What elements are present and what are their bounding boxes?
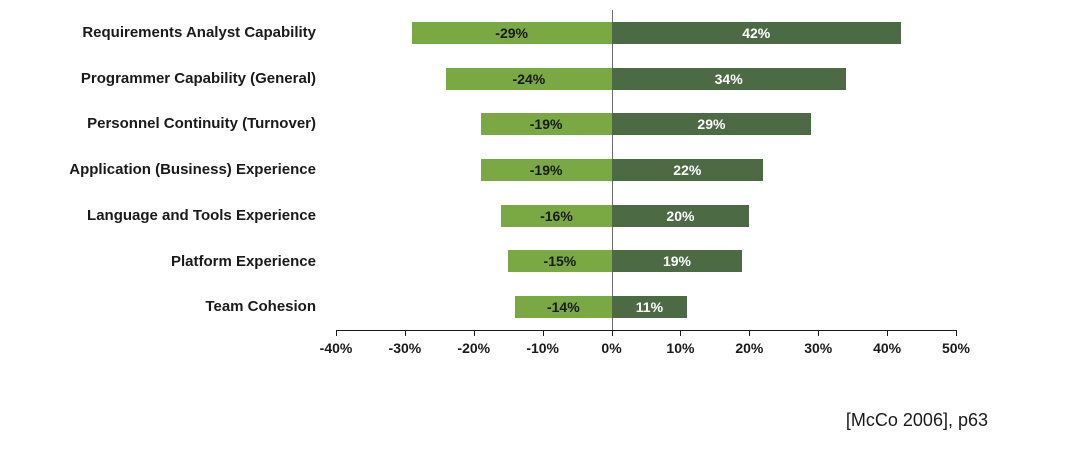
positive-bar: 11% (611, 296, 688, 319)
x-axis-tick-label: -40% (319, 340, 353, 356)
category-label: Application (Business) Experience (69, 161, 316, 179)
x-axis-tick (336, 330, 337, 336)
category-label: Requirements Analyst Capability (82, 24, 316, 41)
x-axis-tick (680, 330, 682, 336)
citation: [McCo 2006], p63 (845, 410, 988, 430)
positive-bar: 19% (611, 250, 743, 273)
x-axis-tick-label: 50% (941, 340, 971, 356)
negative-bar: -24% (446, 67, 612, 90)
category-label: Personnel Continuity (Turnover) (87, 115, 316, 133)
positive-bar: 42% (611, 21, 901, 44)
negative-bar: -19% (480, 159, 612, 181)
negative-bar: -15% (508, 250, 612, 273)
negative-bar: -29% (411, 21, 612, 44)
x-axis-tick-label: 10% (666, 340, 695, 356)
category-label: Programmer Capability (General) (80, 69, 316, 87)
x-axis-tick (611, 330, 613, 336)
x-axis-tick-label: 20% (735, 340, 764, 356)
category-label: Platform Experience (170, 252, 316, 270)
x-axis-tick-label: -10% (526, 340, 559, 356)
x-axis-tick (956, 330, 957, 336)
negative-bar: -14% (515, 296, 612, 319)
negative-bar: -19% (480, 113, 612, 136)
x-axis-tick (404, 330, 406, 336)
category-label: Language and Tools Experience (87, 206, 316, 224)
category-label: Team Cohesion (205, 298, 316, 316)
x-axis-tick (887, 330, 889, 336)
x-axis-tick (749, 330, 751, 336)
positive-bar: 22% (611, 159, 764, 181)
x-axis-tick (473, 330, 475, 336)
positive-bar: 34% (611, 67, 846, 90)
positive-bar: 29% (611, 113, 812, 136)
x-axis-tick-label: 0% (601, 340, 622, 356)
x-axis-tick (818, 330, 820, 336)
x-axis-tick (542, 330, 544, 336)
chart-plot-area: -29% 42% -24% 34% -19% 29% -19% 22% -16% 20% -15% 1… (320, 10, 970, 356)
category-labels-column: Requirements Analyst Capability Programme… (0, 0, 326, 340)
x-axis-tick-label: 30% (804, 340, 833, 356)
x-axis-tick-label: -30% (388, 340, 422, 356)
x-axis-tick-label: 40% (873, 340, 902, 356)
positive-bar: 20% (611, 204, 750, 227)
x-axis-tick-label: -20% (457, 340, 491, 356)
negative-bar: -16% (501, 204, 612, 227)
